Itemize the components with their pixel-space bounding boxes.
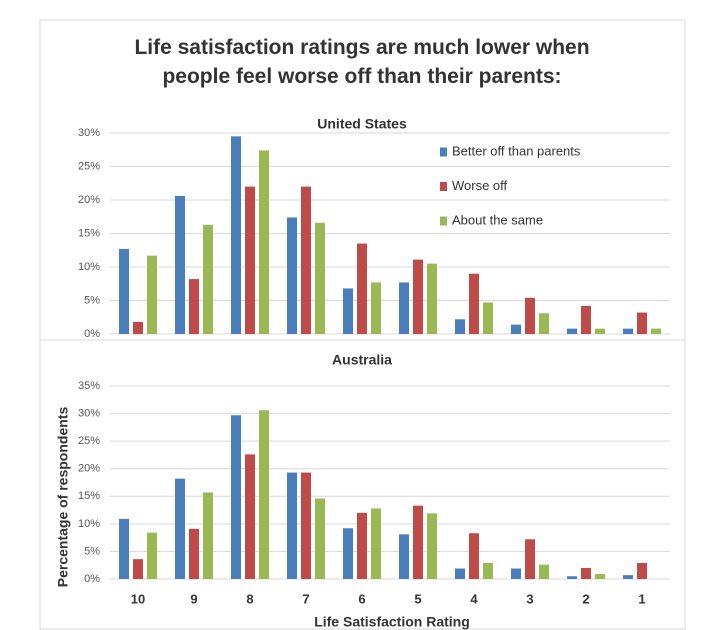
x-tick-label: 4 [470, 591, 478, 606]
chart-title: Australia [332, 352, 392, 368]
x-tick-label: 10 [131, 591, 145, 606]
chart-title: United States [317, 116, 407, 132]
bar [119, 248, 129, 334]
y-tick-label: 25% [78, 160, 100, 172]
bar [623, 328, 633, 334]
bar [483, 302, 493, 334]
x-tick-label: 9 [190, 591, 197, 606]
bar [455, 319, 465, 334]
legend-label: Better off than parents [452, 143, 581, 158]
bar [301, 472, 311, 579]
y-tick-label: 15% [78, 490, 100, 502]
bar [567, 328, 577, 334]
y-tick-label: 20% [78, 463, 100, 475]
bar [231, 136, 241, 334]
bar [413, 259, 423, 334]
bar [595, 328, 605, 334]
y-axis-label: Percentage of respondents [55, 407, 71, 588]
bar [371, 282, 381, 334]
bar [511, 568, 521, 579]
x-tick-label: 5 [414, 591, 421, 606]
y-tick-label: 10% [78, 261, 100, 273]
bar [399, 534, 409, 579]
bar [427, 513, 437, 579]
legend-label: Worse off [452, 178, 508, 193]
y-tick-label: 25% [78, 435, 100, 447]
bar [315, 498, 325, 579]
bar [567, 576, 577, 579]
bar [469, 273, 479, 334]
x-tick-label: 1 [638, 591, 645, 606]
bar [525, 297, 535, 334]
bar [357, 512, 367, 579]
bar [637, 563, 647, 579]
legend-label: About the same [452, 212, 543, 227]
legend-swatch [440, 147, 447, 157]
bar [343, 288, 353, 334]
bar [455, 568, 465, 579]
au-frame [39, 339, 686, 630]
bar [147, 532, 157, 579]
bar [245, 186, 255, 334]
y-tick-label: 5% [84, 545, 100, 557]
bar [259, 410, 269, 579]
x-tick-label: 3 [526, 591, 533, 606]
y-tick-label: 0% [84, 328, 100, 340]
bar [539, 564, 549, 579]
y-tick-label: 35% [78, 380, 100, 392]
legend-swatch [440, 182, 447, 191]
bar [175, 195, 185, 334]
bar [119, 518, 129, 579]
y-tick-label: 0% [84, 573, 100, 585]
bar [245, 454, 255, 579]
bar [651, 328, 661, 334]
x-axis-label: Life Satisfaction Rating [314, 614, 470, 630]
bar [189, 528, 199, 579]
y-tick-label: 30% [78, 407, 100, 419]
y-tick-label: 10% [78, 518, 100, 530]
x-tick-label: 6 [358, 591, 365, 606]
y-tick-label: 30% [78, 127, 100, 139]
bar [539, 313, 549, 334]
bar [469, 533, 479, 579]
bar [231, 415, 241, 579]
bar [287, 472, 297, 579]
bar [203, 492, 213, 579]
bar [483, 563, 493, 579]
y-tick-label: 5% [84, 294, 100, 306]
bar [637, 312, 647, 334]
bar [511, 324, 521, 334]
page-title: Life satisfaction ratings are much lower… [134, 36, 589, 88]
bar [371, 508, 381, 579]
y-tick-label: 20% [78, 194, 100, 206]
bar [581, 567, 591, 579]
bar [357, 243, 367, 334]
bar [427, 263, 437, 334]
bar [525, 539, 535, 579]
legend-swatch [440, 216, 447, 226]
bar [399, 282, 409, 334]
x-tick-label: 8 [246, 591, 253, 606]
bar [581, 305, 591, 334]
bar [315, 222, 325, 334]
y-tick-label: 15% [78, 227, 100, 239]
bar [133, 321, 143, 334]
bar [301, 186, 311, 334]
x-tick-label: 7 [302, 591, 309, 606]
bar [203, 224, 213, 334]
bar [595, 574, 605, 579]
bar [189, 279, 199, 334]
bar [413, 505, 423, 579]
bar [259, 150, 269, 334]
bar [133, 559, 143, 579]
bar [175, 478, 185, 579]
x-tick-label: 2 [582, 591, 589, 606]
bar [343, 528, 353, 579]
bar [147, 255, 157, 334]
bar [287, 217, 297, 334]
bar [623, 575, 633, 579]
